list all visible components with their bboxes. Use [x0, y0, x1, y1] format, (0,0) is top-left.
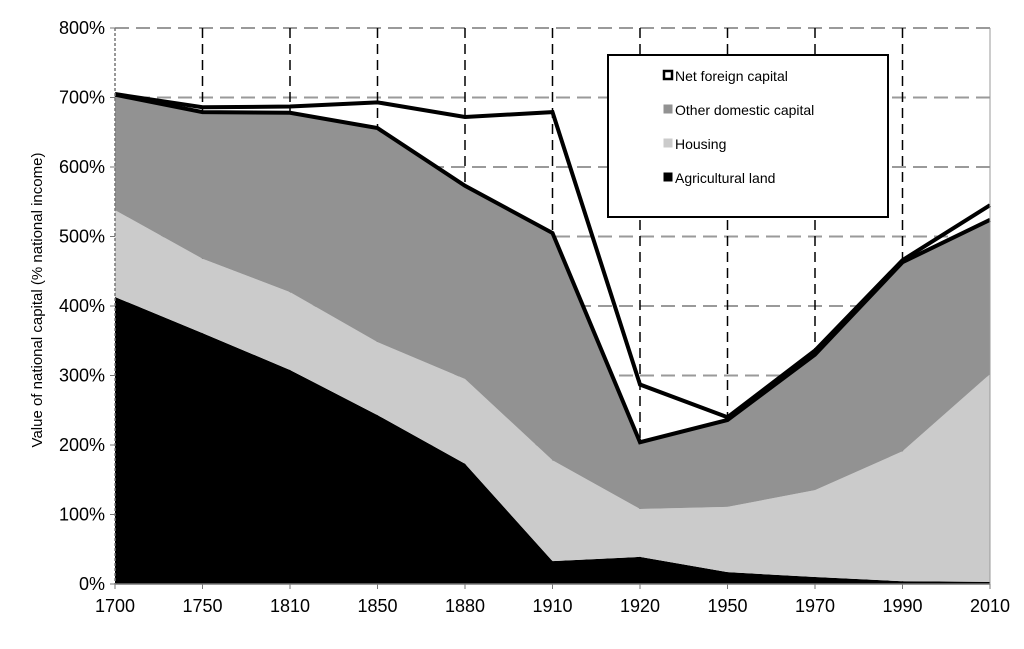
x-tick-label: 1990 [882, 596, 922, 616]
legend-label: Agricultural land [675, 170, 775, 186]
y-tick-label: 200% [59, 435, 105, 455]
y-tick-label: 600% [59, 157, 105, 177]
x-tick-label: 2010 [970, 596, 1010, 616]
area-other-domestic-capital [115, 94, 990, 509]
legend-box [607, 54, 889, 218]
y-tick-label: 400% [59, 296, 105, 316]
x-tick-label: 1700 [95, 596, 135, 616]
x-tick-label: 1910 [532, 596, 572, 616]
y-axis-label: Value of national capital (% national in… [29, 153, 46, 448]
x-tick-label: 1950 [707, 596, 747, 616]
legend-label: Housing [675, 136, 726, 152]
x-tick-label: 1850 [357, 596, 397, 616]
y-tick-label: 800% [59, 18, 105, 38]
y-tick-label: 100% [59, 505, 105, 525]
x-tick-label: 1750 [182, 596, 222, 616]
y-tick-label: 500% [59, 227, 105, 247]
legend-swatch [663, 138, 673, 148]
legend-label: Net foreign capital [675, 68, 788, 84]
x-tick-label: 1810 [270, 596, 310, 616]
y-tick-label: 300% [59, 366, 105, 386]
legend: Net foreign capital Other domestic capita… [607, 54, 889, 218]
area-agricultural-land [115, 296, 990, 584]
legend-swatch [663, 104, 673, 114]
x-tick-label: 1970 [795, 596, 835, 616]
x-tick-label: 1880 [445, 596, 485, 616]
y-tick-label: 0% [79, 574, 105, 594]
y-tick-label: 700% [59, 88, 105, 108]
x-tick-label: 1920 [620, 596, 660, 616]
area-housing [115, 210, 990, 582]
line-other-domestic-capital [114, 92, 991, 445]
legend-swatch [662, 69, 674, 81]
legend-label: Other domestic capital [675, 102, 814, 118]
legend-swatch [663, 172, 673, 182]
line-net-foreign-capital [114, 92, 992, 420]
